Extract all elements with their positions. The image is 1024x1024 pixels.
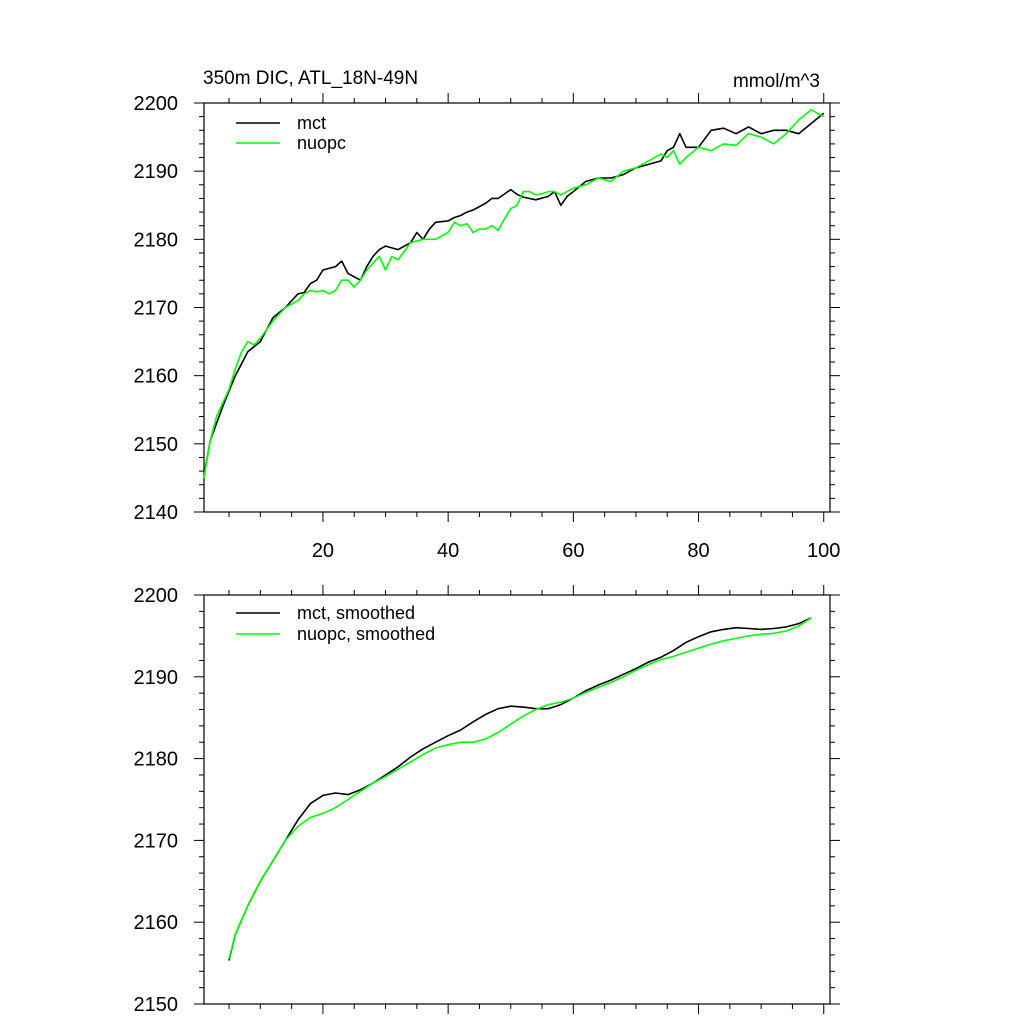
- series-line-nuopc: [203, 109, 825, 479]
- y-tick-label: 2160: [134, 366, 179, 388]
- x-tick-label: 40: [437, 540, 459, 562]
- chart-units-label: mmol/m^3: [733, 71, 820, 92]
- y-tick-label: 2140: [134, 502, 179, 524]
- legend-label: nuopc, smoothed: [297, 624, 435, 644]
- y-tick-label: 2200: [134, 585, 179, 607]
- y-tick-label: 2150: [134, 994, 179, 1016]
- x-tick-label: 80: [687, 540, 709, 562]
- y-tick-label: 2170: [134, 830, 179, 852]
- bottom-plot-area: 2150 2160 2170 2180 2190 2200 mct, smoothednuo…: [134, 585, 840, 1016]
- y-tick-label: 2180: [134, 229, 179, 251]
- series-line-mct-smoothed: [228, 617, 812, 961]
- y-tick-label: 2160: [134, 912, 179, 934]
- series-line-nuopc-smoothed: [228, 617, 812, 960]
- legend-label: mct, smoothed: [297, 603, 415, 623]
- y-tick-label: 2200: [134, 93, 179, 115]
- series-line-mct: [203, 112, 825, 477]
- y-tick-label: 2150: [134, 434, 179, 456]
- y-tick-label: 2190: [134, 667, 179, 689]
- y-tick-label: 2170: [134, 298, 179, 320]
- x-tick-label: 20: [312, 540, 334, 562]
- y-tick-label: 2190: [134, 161, 179, 183]
- top-chart-panel: 350m DIC, ATL_18N-49N mmol/m^3 214021502…: [134, 68, 841, 562]
- legend-label: nuopc: [297, 133, 346, 153]
- plot-frame: [203, 594, 831, 1005]
- x-tick-label: 60: [562, 540, 584, 562]
- chart-title: 350m DIC, ATL_18N-49N: [203, 68, 418, 89]
- top-plot-area: 2140 2150 2160 2170 2180 2190 2200 20 40 60 80 100 m…: [134, 93, 840, 562]
- y-tick-label: 2180: [134, 749, 179, 771]
- bottom-chart-panel: 2150 2160 2170 2180 2190 2200 mct, smoothednuo…: [134, 585, 840, 1016]
- x-tick-label: 100: [807, 540, 840, 562]
- legend-label: mct: [297, 113, 326, 133]
- plot-frame: [203, 102, 831, 513]
